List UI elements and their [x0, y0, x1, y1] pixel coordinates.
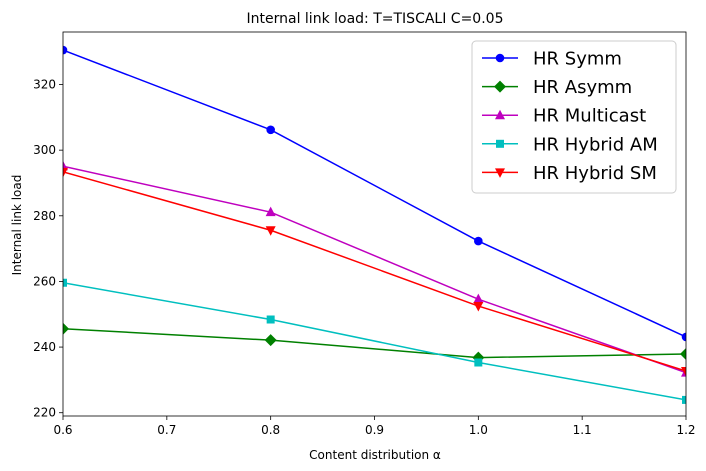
data-point — [681, 332, 686, 342]
y-tick-label: 260 — [33, 274, 56, 288]
data-point — [63, 278, 67, 287]
y-tick-label: 300 — [33, 143, 56, 157]
legend-label: HR Asymm — [533, 77, 632, 98]
data-point — [265, 226, 276, 236]
data-point — [63, 45, 68, 55]
y-tick-label: 320 — [33, 78, 56, 92]
y-tick-label: 280 — [33, 209, 56, 223]
series-line — [63, 327, 686, 359]
data-point — [473, 293, 484, 304]
data-point — [266, 315, 275, 324]
legend-label: HR Hybrid AM — [533, 134, 658, 155]
legend: HR Symm HR Asymm HR Multicast HR Hybrid AM H… — [471, 40, 677, 194]
x-tick-label: 1.2 — [676, 423, 695, 437]
series-line — [63, 282, 686, 401]
y-axis-title: Internal link load — [10, 175, 24, 276]
data-point — [682, 395, 686, 404]
series-line — [63, 49, 686, 338]
legend-box — [471, 40, 677, 194]
x-tick-label: 0.6 — [53, 423, 72, 437]
chart-title: Internal link load: T=TISCALI C=0.05 — [247, 11, 504, 27]
y-tick-label: 220 — [33, 406, 56, 420]
legend-marker — [496, 139, 504, 148]
data-point — [63, 167, 68, 178]
series-line — [63, 171, 686, 372]
x-tick-label: 0.9 — [365, 423, 384, 437]
y-tick-label: 240 — [33, 340, 56, 354]
plot-frame — [62, 31, 687, 417]
data-point — [474, 236, 483, 246]
legend-label: HR Hybrid SM — [533, 163, 657, 184]
data-point — [266, 125, 275, 135]
data-point — [680, 347, 686, 360]
data-point — [63, 322, 69, 335]
legend-label: HR Multicast — [533, 106, 646, 127]
series-line — [63, 165, 686, 374]
x-tick-label: 0.8 — [261, 423, 280, 437]
series-layer — [63, 45, 686, 404]
x-axis-title: Content distribution α — [309, 448, 441, 462]
legend-marker — [495, 109, 505, 120]
legend-label: HR Symm — [533, 49, 622, 70]
data-point — [681, 367, 686, 377]
legend-marker — [495, 168, 505, 178]
data-point — [473, 302, 484, 312]
data-point — [264, 334, 277, 347]
plot-area: 0.6 0.7 0.8 0.9 1.0 1.1 1.2 220 240 260 280 300 320 — [33, 31, 696, 437]
data-point — [474, 358, 483, 367]
x-tick-label: 0.7 — [157, 423, 176, 437]
data-point — [265, 206, 276, 217]
x-tick-label: 1.0 — [469, 423, 488, 437]
x-tick-label: 1.1 — [573, 423, 592, 437]
legend-marker — [494, 80, 506, 93]
legend-marker — [495, 53, 505, 63]
